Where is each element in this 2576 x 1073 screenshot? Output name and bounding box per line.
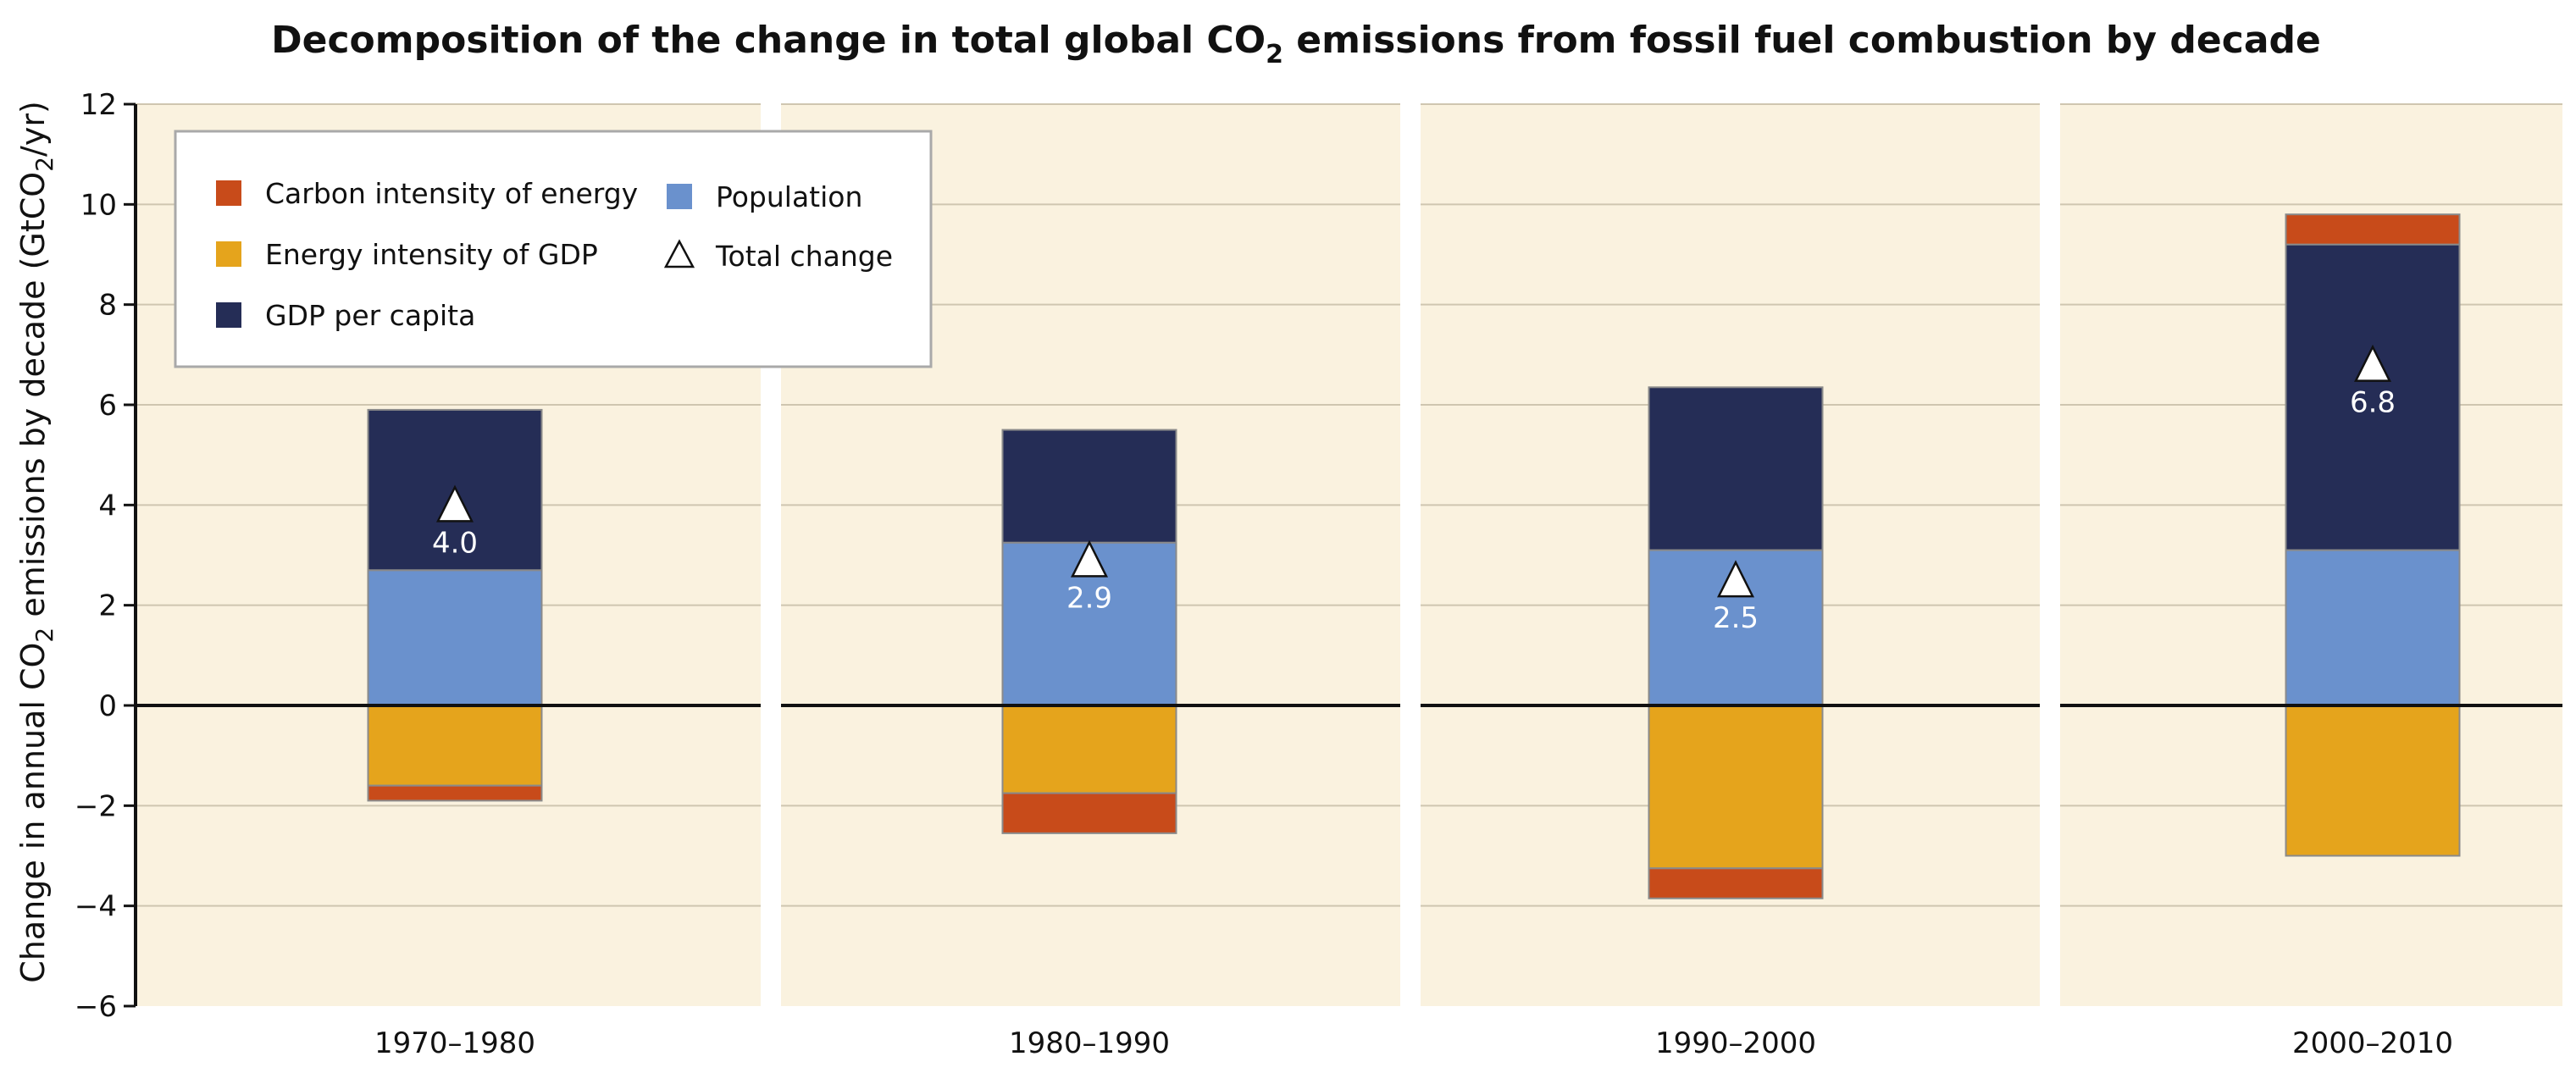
legend-label-carbon-intensity: Carbon intensity of energy	[265, 177, 638, 210]
total-change-marker-1	[435, 484, 474, 523]
legend-label-population: Population	[716, 180, 862, 213]
bar-carbon-2	[1001, 792, 1177, 834]
bar-energy-2	[1001, 705, 1177, 794]
total-change-marker-3	[1716, 560, 1755, 598]
x-category-label-3: 1990–2000	[1655, 1026, 1816, 1060]
bars	[367, 213, 2461, 899]
y-tick-label: −2	[75, 789, 117, 823]
bar-energy-3	[1648, 705, 1824, 870]
y-tick-label: −4	[75, 890, 117, 924]
legend-swatch-energy-intensity	[216, 241, 241, 267]
legend-swatch-carbon-intensity	[216, 180, 241, 206]
legend-label-energy-intensity: Energy intensity of GDP	[265, 238, 598, 271]
total-change-label-3: 2.5	[1713, 601, 1759, 635]
bar-carbon-3	[1648, 867, 1824, 899]
y-tick-label: 2	[98, 589, 117, 623]
ylabel-subscript: 2	[30, 628, 58, 643]
bar-energy-4	[2285, 705, 2461, 857]
total-change-label-2: 2.9	[1066, 581, 1112, 615]
chart-title: Decomposition of the change in total glo…	[271, 19, 2321, 69]
x-category-labels: 1970–1980 1980–1990 1990–2000 2000–2010	[374, 1026, 2453, 1060]
total-change-label-4: 6.8	[2350, 386, 2396, 420]
bar-gdp-2	[1001, 429, 1177, 544]
legend-swatch-gdp-per-capita	[216, 302, 241, 328]
bar-gdp-4	[2285, 243, 2461, 551]
total-change-marker-2	[1070, 539, 1109, 578]
legend-box	[174, 130, 933, 368]
y-axis-label: Change in annual CO2 emissions by decade…	[14, 101, 58, 983]
y-tick-label: −6	[75, 990, 117, 1024]
gridlines	[136, 103, 2562, 907]
y-tick-labels: 12 10 8 6 4 2 0 −2 −4 −6	[75, 88, 117, 1024]
y-tick-label: 6	[98, 389, 117, 423]
ylabel-subscript-2: 2	[30, 157, 58, 172]
bar-energy-1	[367, 705, 543, 787]
legend: Carbon intensity of energy Energy intens…	[174, 130, 933, 368]
title-subscript: 2	[1266, 40, 1283, 69]
legend-triangle-icon	[663, 239, 695, 268]
bar-gdp-3	[1648, 386, 1824, 551]
y-tick-label: 0	[98, 689, 117, 723]
legend-label-total-change: Total change	[715, 240, 893, 273]
total-change-label-1: 4.0	[432, 526, 478, 560]
x-category-label-4: 2000–2010	[2292, 1026, 2453, 1060]
y-tick-label: 4	[98, 489, 117, 523]
y-axis	[124, 102, 137, 1008]
y-tick-label: 12	[80, 88, 117, 122]
y-tick-label: 8	[98, 289, 117, 323]
y-tick-label: 10	[80, 188, 117, 222]
bar-population-1	[367, 569, 543, 706]
bar-carbon-4	[2285, 213, 2461, 246]
legend-label-gdp-per-capita: GDP per capita	[265, 299, 475, 332]
bar-population-4	[2285, 549, 2461, 706]
total-change-marker-4	[2353, 344, 2392, 382]
legend-swatch-population	[667, 184, 692, 209]
x-category-label-1: 1970–1980	[374, 1026, 535, 1060]
total-change-markers: 4.0 2.9 2.5 6.8	[432, 344, 2396, 635]
bar-carbon-1	[367, 784, 543, 802]
x-category-label-2: 1980–1990	[1009, 1026, 1170, 1060]
